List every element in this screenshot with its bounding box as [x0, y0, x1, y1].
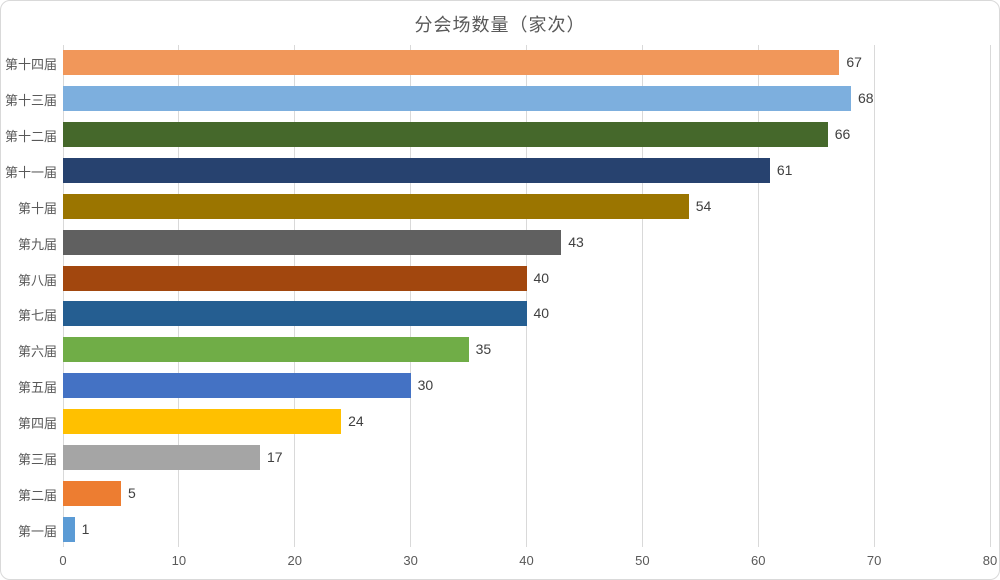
- category-label-第十四届: 第十四届: [4, 57, 57, 73]
- gridline-x-50: [641, 45, 643, 547]
- bar-第十一届: [63, 158, 770, 183]
- category-label-第四届: 第四届: [17, 416, 57, 431]
- bar-第三届: [63, 444, 260, 470]
- value-label-第一届: 1: [81, 520, 90, 537]
- bar-第九届: [63, 229, 562, 255]
- category-label-第十三届: 第十三届: [4, 93, 57, 109]
- x-tick-label-80: 80: [982, 553, 998, 568]
- bar-第八届: [63, 265, 527, 291]
- category-label-第五届: 第五届: [17, 380, 57, 396]
- category-label-第九届: 第九届: [17, 236, 57, 252]
- value-label-第十三届: 68: [857, 90, 874, 107]
- value-label-第九届: 43: [568, 233, 584, 250]
- x-tick-label-40: 40: [519, 553, 534, 568]
- bar-第十二届: [63, 122, 828, 148]
- x-tick-label-0: 0: [59, 553, 67, 568]
- category-label-第七届: 第七届: [17, 308, 57, 324]
- category-label-第二届: 第二届: [17, 487, 57, 503]
- x-tick-label-30: 30: [403, 553, 418, 568]
- bar-第五届: [63, 373, 411, 399]
- value-label-第十二届: 66: [834, 126, 851, 143]
- bar-第十届: [63, 193, 689, 219]
- bar-第十三届: [63, 86, 851, 112]
- category-label-第十二届: 第十二届: [4, 129, 57, 145]
- gridline-x-80: [989, 45, 991, 547]
- gridline-x-60: [757, 45, 759, 547]
- bar-第四届: [63, 409, 342, 434]
- value-label-第七届: 40: [533, 305, 550, 322]
- chart-title: 分会场数量（家次）: [414, 15, 586, 35]
- value-label-第三届: 17: [266, 448, 283, 465]
- bar-第七届: [63, 301, 527, 327]
- gridline-x-10: [178, 45, 180, 547]
- bar-第一届: [63, 516, 75, 542]
- gridline-x-0: [62, 45, 64, 547]
- x-tick-label-10: 10: [171, 553, 187, 568]
- value-label-第十四届: 67: [846, 54, 862, 71]
- category-label-第十届: 第十届: [17, 200, 57, 216]
- value-label-第四届: 24: [348, 413, 364, 429]
- bar-第六届: [63, 337, 469, 363]
- category-label-第六届: 第六届: [17, 344, 57, 360]
- x-tick-label-20: 20: [287, 553, 302, 568]
- value-label-第十一届: 61: [776, 162, 793, 178]
- value-label-第八届: 40: [533, 269, 550, 286]
- bar-第十四届: [63, 50, 840, 76]
- plot-area: 0 10 20 30 40 50 60 70 80 67 第十四届 68 第十三届 66 第十二届 61 第十一…: [5, 45, 997, 568]
- category-label-第一届: 第一届: [17, 523, 57, 539]
- value-label-第五届: 30: [417, 377, 434, 394]
- gridline-x-30: [410, 45, 412, 547]
- x-tick-label-70: 70: [866, 553, 882, 568]
- value-label-第十届: 54: [695, 197, 712, 214]
- gridline-x-20: [294, 45, 296, 547]
- x-tick-label-50: 50: [635, 553, 650, 568]
- gridline-x-40: [526, 45, 527, 547]
- bar-第二届: [63, 480, 121, 506]
- category-label-第三届: 第三届: [17, 451, 57, 467]
- category-label-第十一届: 第十一届: [4, 165, 57, 180]
- value-label-第六届: 35: [475, 341, 492, 358]
- gridline-x-70: [873, 45, 875, 547]
- category-label-第八届: 第八届: [17, 272, 57, 288]
- value-label-第二届: 5: [127, 484, 136, 501]
- x-tick-label-60: 60: [751, 553, 766, 568]
